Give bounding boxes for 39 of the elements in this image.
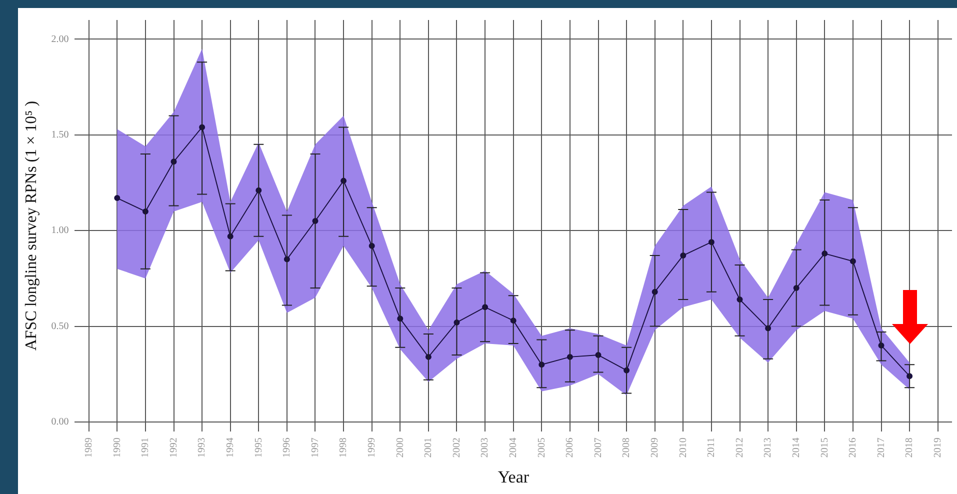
x-tick-label: 2001 [423,438,434,458]
x-tick-label: 1990 [112,438,123,458]
x-tick-label: 1994 [224,438,236,458]
x-tick-label: 1999 [366,438,378,458]
y-tick-label: 1.50 [51,129,69,140]
x-tick-label: 2008 [621,438,632,458]
x-tick-label: 2019 [932,438,944,458]
x-tick-label: 1995 [253,438,264,458]
x-tick-label: 1997 [310,438,321,458]
x-tick-label: 2013 [762,438,774,458]
x-tick-label: 2002 [451,438,462,458]
x-tick-label: 1998 [338,438,350,458]
x-tick-label: 2014 [790,438,802,458]
x-tick-label: 2000 [394,438,406,458]
x-tick-label: 2010 [678,438,689,458]
x-tick-label: 2003 [480,438,491,458]
x-tick-label: 1991 [140,438,152,458]
y-axis-title: AFSC longline survey RPNs (1 × 10⁵ ) [22,100,40,351]
x-tick-label: 1993 [196,438,208,458]
x-tick-label: 2015 [819,438,830,458]
x-axis-title: Year [498,467,530,486]
x-tick-label: 1992 [168,438,180,458]
x-tick-label: 1996 [282,438,293,458]
x-tick-label: 2016 [848,438,859,458]
y-tick-label: 2.00 [51,34,69,45]
x-tick-label: 2009 [649,438,660,458]
y-tick-label: 1.00 [51,225,69,236]
x-tick-label: 1989 [83,438,94,458]
x-tick-label: 2012 [734,438,746,458]
x-tick-label: 2017 [876,438,887,458]
x-tick-label: 2005 [536,438,548,458]
y-tick-label: 0.00 [51,416,69,428]
x-tick-label: 2006 [564,438,576,458]
x-tick-label: 2004 [508,438,519,458]
x-tick-label: 2007 [592,438,604,458]
x-tick-label: 2018 [904,438,916,458]
point [114,195,120,202]
x-tick-label: 2011 [706,438,718,458]
y-tick-label: 0.50 [51,320,69,332]
